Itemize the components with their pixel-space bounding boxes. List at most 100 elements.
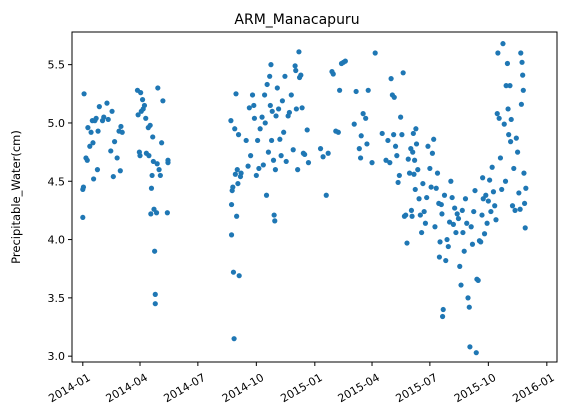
data-point-196 [430,151,435,156]
data-point-152 [366,88,371,93]
data-point-122 [294,106,299,111]
data-point-143 [343,59,348,64]
data-point-20 [106,117,111,122]
data-point-77 [237,273,242,278]
data-point-182 [413,187,418,192]
data-point-120 [293,63,298,68]
data-point-18 [101,115,106,120]
data-point-252 [495,111,500,116]
data-point-206 [440,314,445,319]
x-tick-label-3: 2014-10 [220,371,266,405]
data-point-80 [244,138,249,143]
data-point-261 [505,61,510,66]
data-point-82 [247,105,252,110]
data-point-221 [458,282,463,287]
data-point-19 [104,101,109,106]
data-point-54 [155,161,160,166]
data-point-247 [488,209,493,214]
data-point-223 [460,230,465,235]
data-point-56 [156,167,161,172]
data-point-172 [404,240,409,245]
data-point-139 [336,130,341,135]
x-tick-label-8: 2016-01 [510,371,556,405]
data-point-22 [109,109,114,114]
data-point-243 [483,193,488,198]
data-point-217 [453,230,458,235]
data-point-225 [463,196,468,201]
data-point-96 [265,82,270,87]
data-point-282 [523,186,528,191]
data-point-173 [406,157,411,162]
x-tick-label-7: 2015-10 [452,371,498,405]
data-point-231 [470,242,475,247]
data-point-57 [158,173,163,178]
data-point-162 [392,95,397,100]
data-point-245 [486,198,491,203]
data-point-191 [423,221,428,226]
data-point-109 [276,106,281,111]
data-point-59 [160,98,165,103]
data-point-134 [324,193,329,198]
data-point-233 [472,188,477,193]
data-point-195 [429,184,434,189]
data-point-258 [502,122,507,127]
data-point-161 [391,132,396,137]
data-point-87 [254,173,259,178]
data-point-140 [337,88,342,93]
data-point-98 [267,74,272,79]
data-point-262 [505,106,510,111]
x-tick-label-5: 2015-04 [336,371,382,405]
data-point-168 [399,132,404,137]
data-point-185 [415,167,420,172]
data-point-47 [150,134,155,139]
data-point-166 [397,173,402,178]
data-point-218 [455,211,460,216]
x-tick-label-0: 2014-01 [46,371,92,405]
data-point-239 [479,212,484,217]
data-point-111 [279,153,284,158]
data-point-176 [409,208,414,213]
data-point-51 [153,292,158,297]
x-axis: 2014-01 2014-04 2014-07 2014-10 2015-01 2015-… [46,362,556,405]
data-point-27 [118,168,123,173]
data-point-248 [490,165,495,170]
data-point-10 [90,140,95,145]
data-point-135 [326,151,331,156]
data-point-137 [331,71,336,76]
data-point-62 [165,158,170,163]
data-point-43 [148,123,153,128]
data-point-52 [153,301,158,306]
data-points [80,41,528,355]
data-point-219 [456,216,461,221]
data-point-29 [120,130,125,135]
y-tick-label-1: 3.5 [48,292,66,305]
data-point-183 [413,126,418,131]
data-point-210 [444,237,449,242]
data-point-45 [149,186,154,191]
data-point-270 [514,136,519,141]
data-point-71 [233,172,238,177]
data-point-177 [409,214,414,219]
data-point-154 [373,50,378,55]
data-point-144 [352,122,357,127]
data-point-197 [431,137,436,142]
data-point-205 [439,211,444,216]
data-point-46 [149,173,154,178]
data-point-23 [111,174,116,179]
data-point-102 [270,109,275,114]
data-point-15 [95,129,100,134]
data-point-110 [277,137,282,142]
data-point-117 [287,110,292,115]
data-point-263 [506,132,511,137]
data-point-6 [85,125,90,130]
data-point-53 [154,210,159,215]
data-point-255 [498,155,503,160]
data-point-165 [395,180,400,185]
data-point-200 [435,171,440,176]
data-point-65 [229,232,234,237]
data-point-257 [500,41,505,46]
data-point-158 [387,160,392,165]
data-point-224 [462,249,467,254]
data-point-203 [437,239,442,244]
data-point-279 [521,171,526,176]
